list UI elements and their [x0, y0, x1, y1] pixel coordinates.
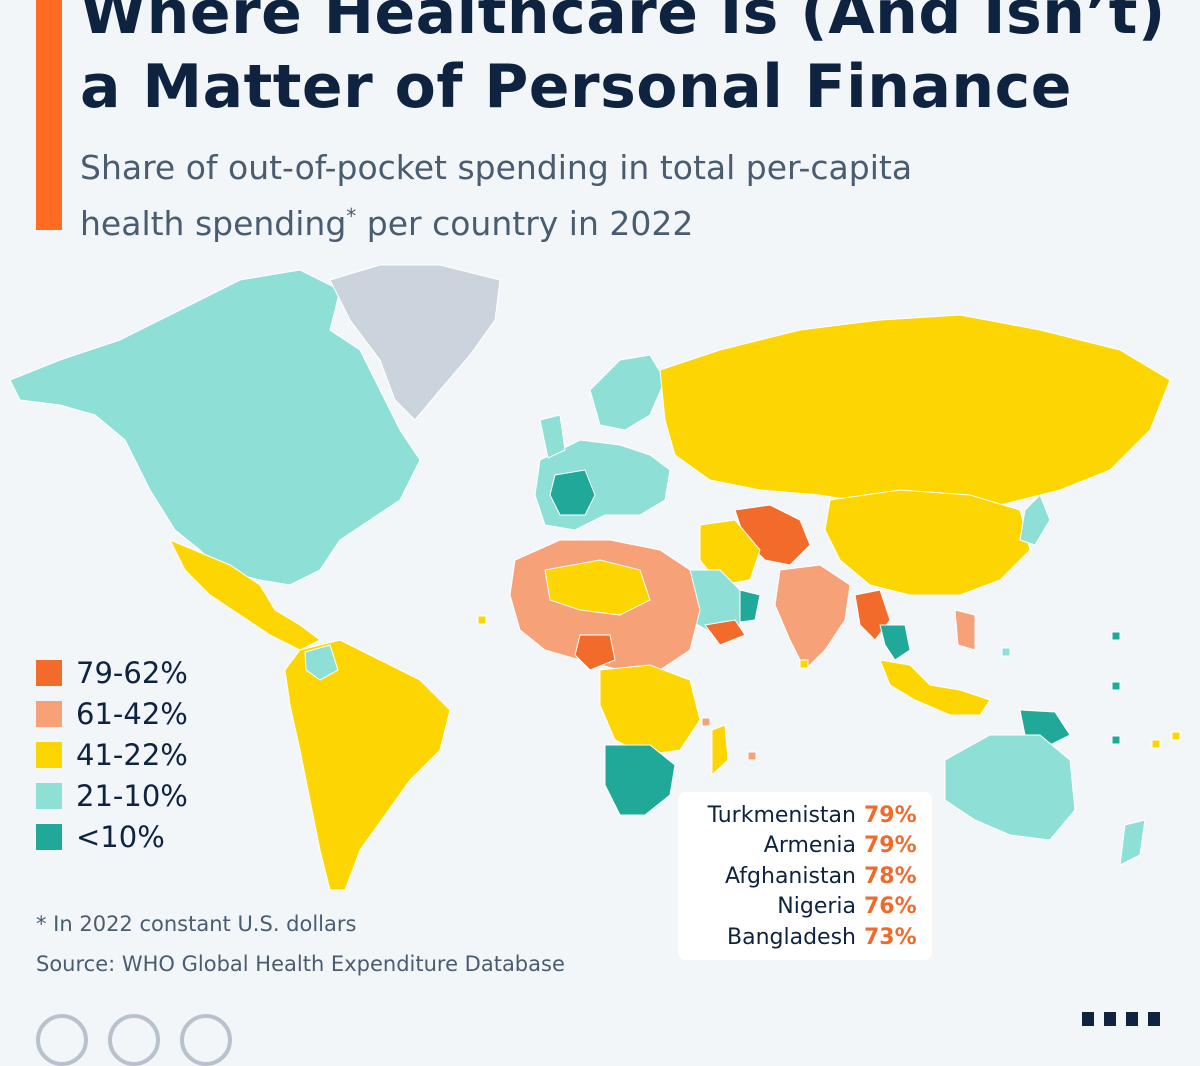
brand-logo [1082, 1012, 1160, 1026]
chart-subtitle: Share of out-of-pocket spending in total… [80, 144, 1080, 248]
top-country-row: Nigeria 76% [678, 892, 932, 923]
region-canada-usa [9, 269, 421, 586]
region-mexico [168, 539, 321, 651]
subtitle-footnote-marker: * [346, 204, 357, 228]
legend-item: 41-22% [36, 734, 188, 775]
share-icon[interactable] [108, 1014, 160, 1066]
region-india [774, 564, 851, 671]
region-colombia [304, 644, 339, 681]
country-value: 73% [864, 924, 917, 950]
title-line-1: Where Healthcare Is (And Isn’t) [80, 0, 1166, 48]
top-country-row: Turkmenistan 79% [678, 800, 932, 831]
country-name: Afghanistan [725, 863, 856, 889]
country-name: Bangladesh [727, 924, 856, 950]
top-countries-box: Turkmenistan 79% Armenia 79% Afghanistan 78… [678, 792, 932, 960]
legend-label: 21-10% [76, 778, 188, 813]
top-country-row: Afghanistan 78% [678, 861, 932, 892]
region-greenland [329, 264, 501, 421]
country-name: Nigeria [777, 894, 856, 920]
region-philippines [954, 609, 976, 651]
region-australia [944, 734, 1076, 841]
top-country-row: Armenia 79% [678, 831, 932, 862]
legend-label: 41-22% [76, 737, 188, 772]
region-thailand [879, 624, 911, 661]
legend-swatch [36, 823, 62, 850]
accent-bar [36, 0, 62, 230]
region-japan [1019, 494, 1051, 546]
region-south-america [284, 639, 451, 891]
share-icons [36, 1014, 232, 1066]
subtitle-line-2: health spending* per country in 2022 [80, 204, 694, 243]
subtitle-line-1: Share of out-of-pocket spending in total… [80, 148, 913, 187]
region-uk [539, 414, 566, 459]
top-country-row: Bangladesh 73% [678, 922, 932, 953]
footnote: * In 2022 constant U.S. dollars [36, 912, 357, 936]
country-value: 79% [864, 802, 917, 828]
region-scandinavia [589, 354, 666, 431]
legend-swatch [36, 659, 62, 686]
region-madagascar [711, 724, 729, 777]
source-note: Source: WHO Global Health Expenditure Da… [36, 952, 565, 976]
region-southeast-asia [879, 659, 991, 716]
legend-swatch [36, 782, 62, 809]
legend: 79-62% 61-42% 41-22% 21-10% <10% [36, 652, 188, 857]
country-value: 79% [864, 833, 917, 859]
region-southern-africa [604, 744, 676, 816]
legend-item: 61-42% [36, 693, 188, 734]
country-value: 78% [864, 863, 917, 889]
share-icon[interactable] [36, 1014, 88, 1066]
region-iran [699, 519, 761, 586]
legend-swatch [36, 741, 62, 768]
region-yemen [704, 619, 746, 646]
region-oman [739, 589, 761, 623]
chart-title: Where Healthcare Is (And Isn’t) a Matter… [80, 0, 1180, 124]
legend-label: <10% [76, 819, 165, 854]
region-sahel [544, 559, 651, 616]
region-france [549, 469, 596, 516]
legend-item: <10% [36, 816, 188, 857]
title-line-2: a Matter of Personal Finance [80, 52, 1072, 122]
region-new-zealand [1119, 819, 1146, 866]
legend-label: 79-62% [76, 655, 188, 690]
share-icon[interactable] [180, 1014, 232, 1066]
region-nigeria [574, 634, 616, 671]
country-name: Turkmenistan [707, 802, 856, 828]
region-russia [659, 314, 1171, 511]
country-name: Armenia [763, 833, 856, 859]
country-value: 76% [864, 894, 917, 920]
legend-label: 61-42% [76, 696, 188, 731]
world-map [9, 264, 1181, 891]
region-central-east-africa [599, 664, 701, 756]
legend-item: 21-10% [36, 775, 188, 816]
legend-item: 79-62% [36, 652, 188, 693]
region-china [824, 489, 1031, 596]
legend-swatch [36, 700, 62, 727]
